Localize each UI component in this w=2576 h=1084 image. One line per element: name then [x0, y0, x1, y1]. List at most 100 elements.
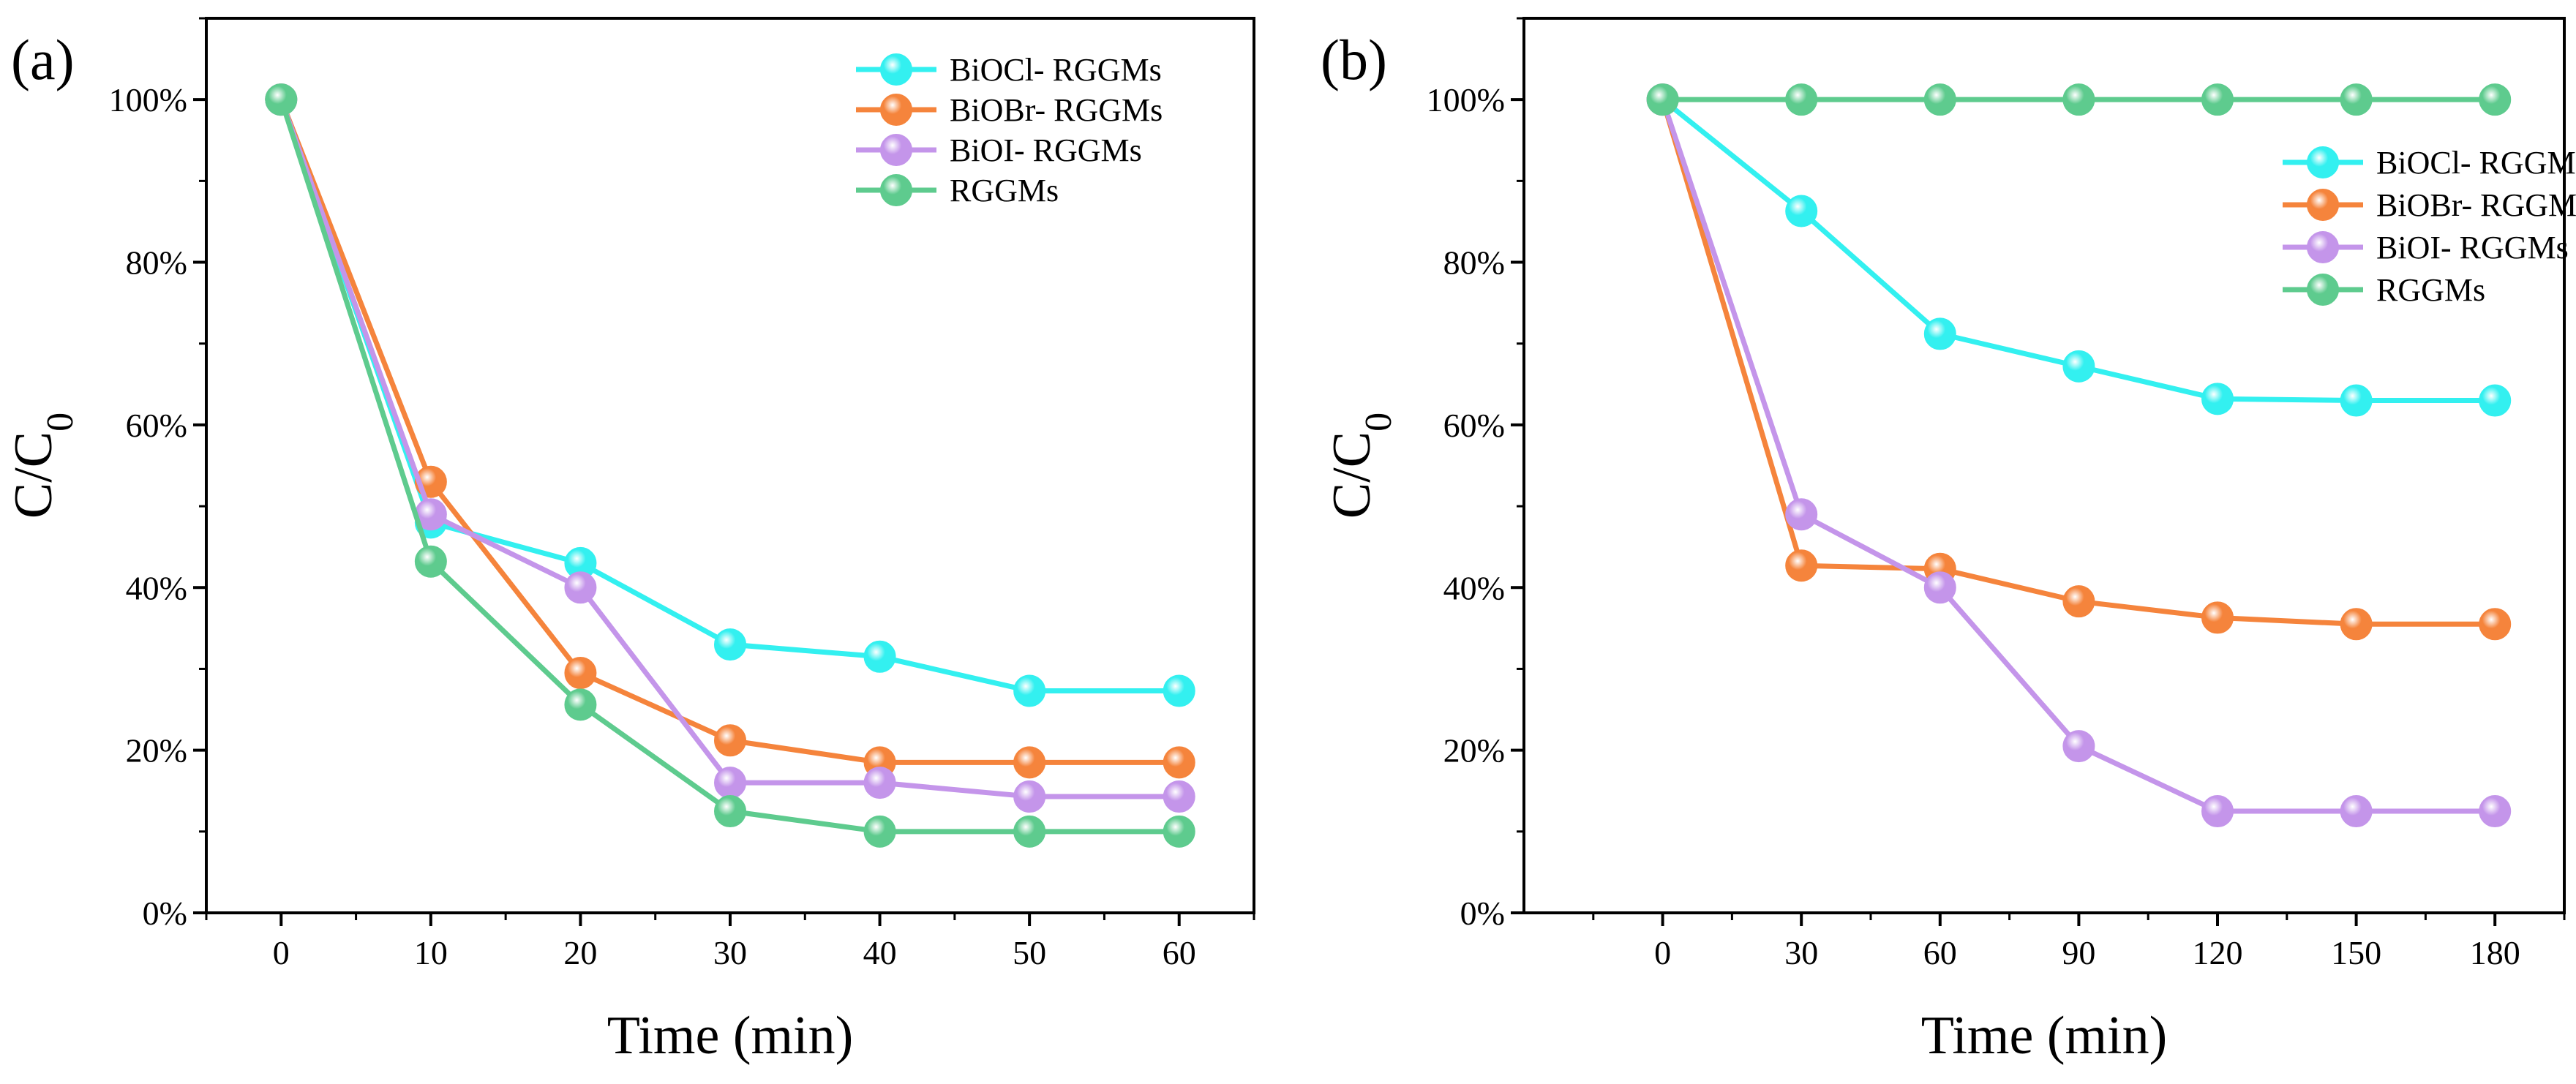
data-point: [1163, 746, 1195, 779]
series-biocl-rggms: [1646, 83, 2512, 417]
y-tick-label: 60%: [1443, 407, 1505, 444]
legend-label: RGGMs: [2376, 272, 2485, 308]
data-point: [1013, 674, 1046, 707]
x-tick-label: 90: [2062, 934, 2095, 971]
legend-marker: [2307, 231, 2339, 263]
data-point: [2479, 608, 2512, 641]
legend-marker: [880, 134, 912, 166]
y-axis-title: C/C0: [1322, 413, 1400, 519]
data-point: [714, 628, 746, 661]
y-axis-title: C/C0: [4, 413, 81, 519]
x-tick-label: 150: [2331, 934, 2381, 971]
series-biobr-rggms: [1646, 83, 2512, 641]
x-tick-label: 30: [1784, 934, 1818, 971]
x-tick-label: 120: [2193, 934, 2243, 971]
data-point: [564, 571, 597, 604]
legend-marker: [2307, 189, 2339, 221]
data-point: [2201, 601, 2234, 634]
x-tick-label: 60: [1163, 934, 1196, 971]
legend-label: BiOBr- RGGMs: [2376, 187, 2576, 223]
data-point: [863, 815, 896, 848]
legend-entry: RGGMs: [856, 173, 1059, 208]
legend-label: BiOI- RGGMs: [2376, 230, 2569, 266]
y-tick-label: 20%: [1443, 732, 1505, 769]
legend-entry: BiOI- RGGMs: [856, 132, 1142, 168]
data-point: [714, 767, 746, 799]
data-point: [2062, 350, 2095, 383]
y-tick-label: 40%: [126, 569, 187, 606]
y-tick-label: 100%: [1427, 81, 1505, 118]
panel-label: (b): [1321, 28, 1387, 91]
data-point: [2201, 83, 2234, 116]
plot-frame: [1522, 17, 2566, 914]
series-rggms: [1646, 83, 2512, 116]
panel-label: (a): [11, 28, 75, 91]
x-tick-label: 180: [2470, 934, 2520, 971]
x-tick-label: 0: [273, 934, 290, 971]
data-point: [1785, 195, 1818, 227]
legend-marker: [880, 174, 912, 206]
legend-entry: BiOBr- RGGMs: [2283, 187, 2576, 223]
legend-entry: BiOI- RGGMs: [2283, 230, 2569, 266]
x-axis-title: Time (min): [607, 1006, 853, 1066]
data-point: [2479, 795, 2512, 828]
data-point: [1013, 746, 1046, 779]
legend: BiOCl- RGGMs BiOBr- RGGMs BiOI- RGGMs RGGMs: [856, 52, 1163, 208]
x-tick-label: 60: [1923, 934, 1957, 971]
data-point: [863, 640, 896, 673]
legend-entry: BiOCl- RGGMs: [2283, 145, 2576, 181]
legend-marker: [880, 94, 912, 126]
legend-entry: RGGMs: [2283, 272, 2485, 308]
data-point: [564, 688, 597, 721]
legend-label: BiOI- RGGMs: [950, 132, 1142, 168]
data-point: [714, 724, 746, 757]
data-point: [1785, 498, 1818, 531]
data-point: [2340, 384, 2373, 417]
data-point: [2340, 608, 2373, 641]
x-tick-label: 50: [1013, 934, 1046, 971]
y-tick-label: 0%: [1460, 895, 1505, 932]
data-point: [2201, 795, 2234, 828]
data-point: [414, 545, 447, 578]
panel-b: 0% 20% 40% 60% 80% 100% 0 30 60 90 120 150 180 Time (…: [1321, 17, 2576, 1066]
legend-label: RGGMs: [950, 173, 1059, 208]
y-axis-title-subscript: 0: [40, 413, 81, 432]
data-point: [863, 767, 896, 799]
legend: BiOCl- RGGMs BiOBr- RGGMs BiOI- RGGMs RGGMs: [2283, 145, 2576, 308]
data-point: [564, 657, 597, 690]
y-tick-label: 0%: [143, 895, 187, 932]
data-point: [2062, 83, 2095, 116]
y-axis-title-main: C/C: [1322, 432, 1382, 519]
data-point: [1163, 674, 1195, 707]
data-point: [265, 83, 298, 116]
data-point: [1163, 780, 1195, 813]
x-axis-title: Time (min): [1921, 1006, 2167, 1066]
data-point: [2479, 384, 2512, 417]
data-point: [1785, 83, 1818, 116]
legend-marker: [2307, 146, 2339, 178]
y-axis-title-subscript: 0: [1358, 413, 1400, 432]
y-tick-label: 100%: [109, 81, 187, 118]
data-point: [2201, 383, 2234, 415]
x-tick-label: 20: [563, 934, 597, 971]
data-point: [2062, 730, 2095, 763]
data-point: [1923, 571, 1956, 604]
data-point: [1785, 549, 1818, 582]
data-point: [2479, 83, 2512, 116]
legend-label: BiOBr- RGGMs: [950, 92, 1163, 128]
legend-entry: BiOCl- RGGMs: [856, 52, 1162, 88]
data-point: [1646, 83, 1679, 116]
data-point: [1163, 815, 1195, 848]
y-tick-label: 40%: [1443, 569, 1505, 606]
y-tick-label: 80%: [1443, 244, 1505, 282]
data-point: [1013, 815, 1046, 848]
data-point: [1013, 780, 1046, 813]
x-tick-label: 10: [414, 934, 448, 971]
data-point: [2340, 795, 2373, 828]
legend-marker: [880, 53, 912, 86]
series-rggms: [265, 83, 1195, 848]
legend-marker: [2307, 274, 2339, 306]
y-tick-label: 80%: [126, 244, 187, 282]
data-point: [2340, 83, 2373, 116]
